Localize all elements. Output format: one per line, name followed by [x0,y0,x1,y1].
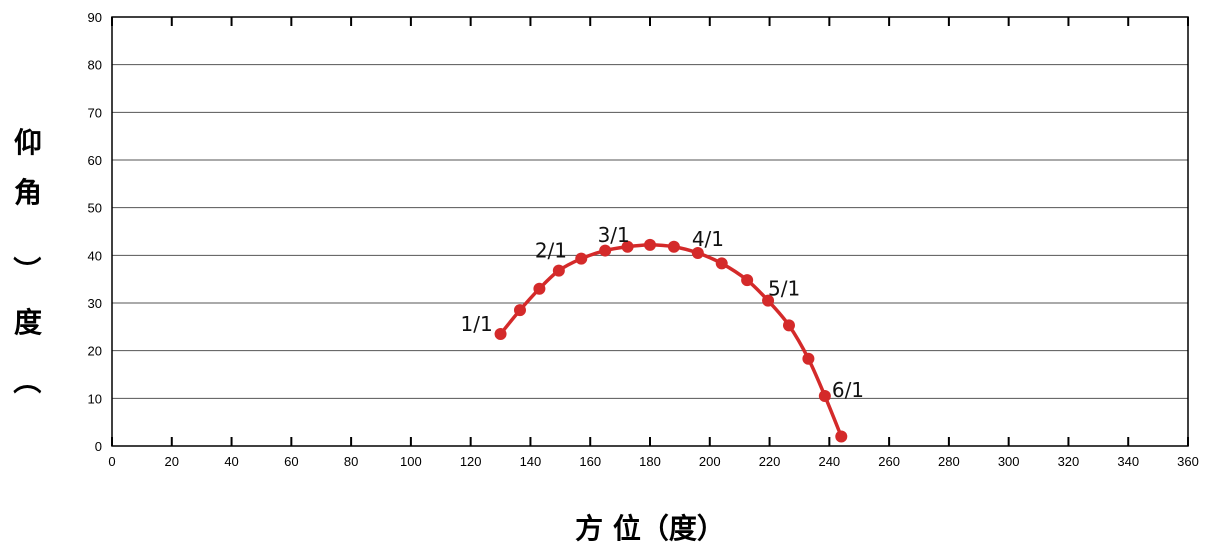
point-annotation: 4/1 [692,227,724,251]
data-point [835,430,848,443]
y-tick-label: 70 [88,105,102,120]
point-annotation: 1/1 [461,312,493,336]
annotations: 1/1 2/1 3/1 4/1 5/1 6/1 [461,223,864,402]
y-tick-label: 50 [88,201,102,216]
tick-labels: 0 10 20 30 40 50 60 70 80 90 0 20 40 60 80 100 120 140 160… [88,10,1199,469]
x-tick-label: 340 [1117,454,1139,469]
data-point [691,246,704,259]
y-tick-label: 0 [95,439,102,454]
data-point [575,252,588,265]
x-tick-label: 200 [699,454,721,469]
y-tick-label: 90 [88,10,102,25]
series-line [498,243,844,439]
y-axis-title-char: 仰 [14,126,42,159]
x-tick-label: 220 [759,454,781,469]
data-point [552,264,565,277]
x-tick-label: 20 [165,454,179,469]
x-tick-label: 240 [818,454,840,469]
point-annotation: 2/1 [535,239,567,263]
grid-lines [112,64,1188,399]
series-path [494,238,848,443]
point-annotation: 3/1 [598,223,630,247]
y-axis-title: 仰 角 （ 度 ） [12,126,45,394]
data-point [644,238,656,251]
data-point [533,282,546,295]
x-tick-label: 160 [579,454,601,469]
y-tick-label: 80 [88,58,102,73]
x-tick-label: 300 [998,454,1020,469]
x-tick-label: 60 [284,454,298,469]
data-point [802,352,815,365]
x-tick-label: 120 [460,454,482,469]
data-point [494,327,507,340]
data-point [621,240,634,253]
x-tick-label: 180 [639,454,661,469]
data-point [762,294,775,307]
data-point [715,257,728,270]
data-point [782,319,795,332]
point-annotation: 5/1 [768,277,800,301]
y-tick-label: 40 [88,248,102,263]
x-tick-label: 280 [938,454,960,469]
x-tick-label: 260 [878,454,900,469]
x-axis-title: 方 位（度） [575,512,725,545]
data-point [513,304,526,317]
x-tick-label: 140 [520,454,542,469]
plot-frame [111,16,1189,447]
axis-ticks [111,17,1189,446]
point-annotation: 6/1 [832,378,864,402]
x-tick-label: 320 [1058,454,1080,469]
y-tick-label: 60 [88,153,102,168]
y-axis-title-char: ） [12,366,45,394]
x-tick-label: 100 [400,454,422,469]
data-point [667,240,680,253]
x-tick-label: 80 [344,454,358,469]
x-tick-label: 0 [108,454,115,469]
y-tick-label: 10 [88,391,102,406]
y-tick-label: 20 [88,344,102,359]
x-tick-label: 40 [224,454,238,469]
data-point [599,244,612,257]
y-axis-title-char: 度 [14,306,42,339]
x-tick-label: 360 [1177,454,1199,469]
y-axis-title-char: （ [12,256,45,284]
y-axis-title-char: 角 [14,176,42,209]
data-point [818,389,831,402]
data-point [741,274,754,287]
y-tick-label: 30 [88,296,102,311]
